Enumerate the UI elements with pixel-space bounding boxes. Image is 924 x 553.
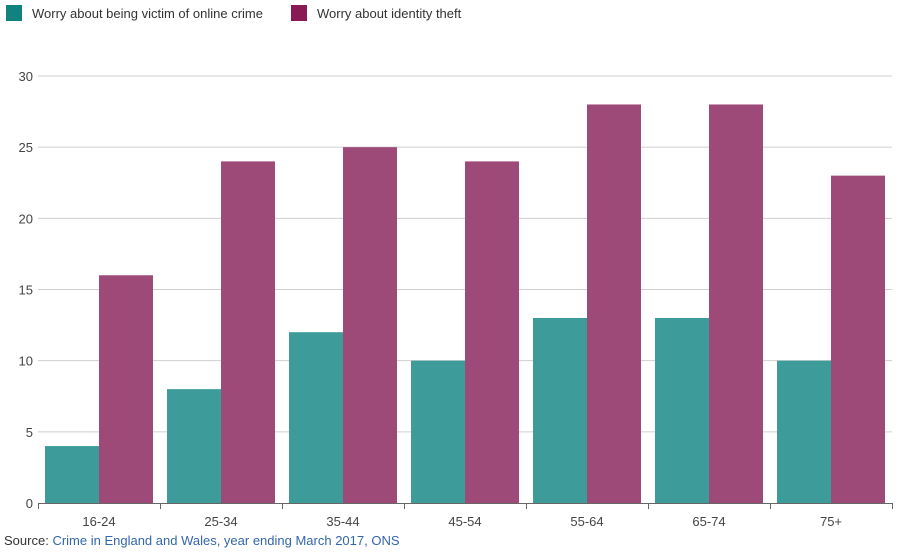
- legend-swatch-identity-theft: [290, 5, 307, 21]
- x-tick-label-65-74: 65-74: [692, 514, 725, 529]
- bar-online-crime-75+: [777, 360, 831, 503]
- x-tick-label-75+: 75+: [820, 514, 842, 529]
- bar-online-crime-55-64: [533, 317, 587, 503]
- legend-item-online-crime: Worry about being victim of online crime: [6, 5, 263, 21]
- y-tick-label-15: 15: [19, 283, 33, 298]
- bar-online-crime-65-74: [655, 317, 709, 503]
- bar-identity-theft-45-54: [465, 161, 519, 503]
- legend-label-online-crime: Worry about being victim of online crime: [32, 5, 263, 21]
- bar-online-crime-16-24: [45, 446, 99, 503]
- legend-item-identity-theft: Worry about identity theft: [290, 5, 462, 21]
- source-label: Source:: [4, 533, 49, 548]
- y-tick-label-25: 25: [19, 140, 33, 155]
- x-tick-label-45-54: 45-54: [448, 514, 481, 529]
- source-note: Source: Crime in England and Wales, year…: [4, 533, 400, 548]
- bar-online-crime-25-34: [167, 389, 221, 503]
- legend-swatch-online-crime: [6, 5, 22, 21]
- legend-label-identity-theft: Worry about identity theft: [316, 5, 462, 21]
- x-tick-label-25-34: 25-34: [204, 514, 237, 529]
- x-tick-label-55-64: 55-64: [570, 514, 603, 529]
- bar-online-crime-45-54: [411, 360, 465, 503]
- bar-identity-theft-25-34: [221, 161, 275, 503]
- bar-online-crime-35-44: [289, 332, 343, 503]
- x-tick-label-35-44: 35-44: [326, 514, 359, 529]
- x-tick-label-16-24: 16-24: [82, 514, 115, 529]
- bar-identity-theft-35-44: [343, 147, 397, 503]
- bar-identity-theft-65-74: [709, 104, 763, 503]
- y-tick-label-0: 0: [26, 496, 33, 511]
- y-tick-label-5: 5: [26, 425, 33, 440]
- chart-legend: Worry about being victim of online crime…: [6, 5, 489, 21]
- y-tick-label-20: 20: [19, 211, 33, 226]
- bar-identity-theft-55-64: [587, 104, 641, 503]
- bar-identity-theft-75+: [831, 175, 885, 503]
- source-link[interactable]: Crime in England and Wales, year ending …: [52, 533, 400, 548]
- y-tick-label-10: 10: [19, 354, 33, 369]
- y-tick-label-30: 30: [19, 69, 33, 84]
- bar-identity-theft-16-24: [99, 275, 153, 503]
